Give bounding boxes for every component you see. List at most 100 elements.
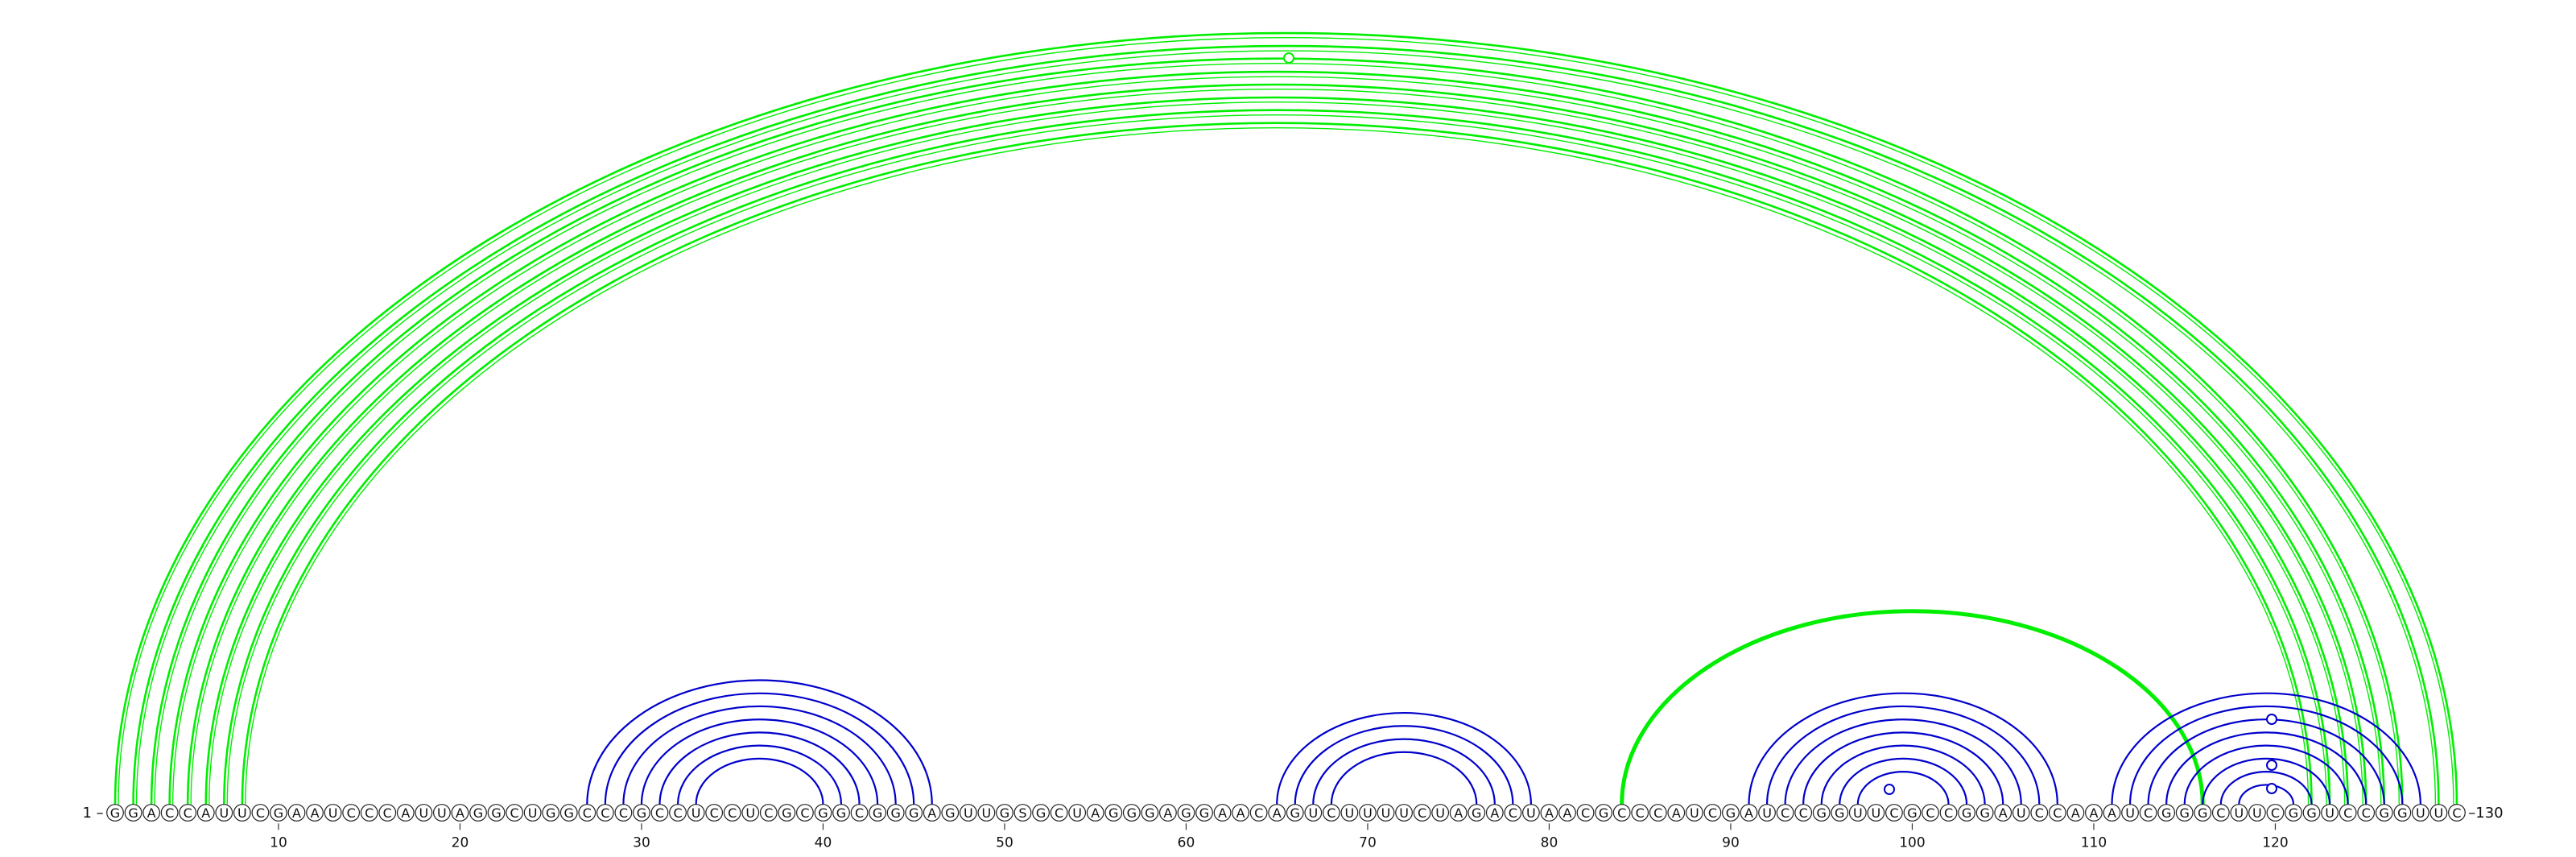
nucleotide-circle [2030,804,2049,822]
nucleotide-circle [778,804,796,822]
nucleotide-letter: A [2089,805,2098,821]
nucleotide-letter: A [1163,805,1172,821]
nucleotide-letter: G [473,805,483,821]
nucleotide-circle [1122,804,1141,822]
nucleotide-letter: C [1889,805,1898,821]
nucleotide: A [1540,804,1558,822]
arc-marker-3 [2266,714,2277,725]
nucleotide: A [1232,804,1249,822]
arc-helix-D-114-125 [2165,731,2368,805]
nucleotide-circle [832,804,850,822]
arc-helix-C-91-108 [1748,692,2058,805]
nucleotide: U [415,804,433,822]
nucleotide: C [2339,804,2357,822]
nucleotide-letter: C [1509,805,1517,821]
nucleotide: G [1468,804,1486,822]
arc-helix-C-93-106 [1784,718,2022,805]
nucleotide-circle [1395,804,1413,822]
nucleotide-letter: C [1418,805,1426,821]
nucleotide-letter: C [1799,805,1808,821]
nucleotide-letter: C [510,805,519,821]
nucleotide-letter: A [2071,805,2080,821]
nucleotide-letter: G [873,805,882,821]
nucleotide-letter: G [1816,805,1826,821]
nucleotide: C [360,804,378,822]
nucleotide-letter: A [1490,805,1499,821]
nucleotide-letter: C [383,805,392,821]
nucleotide-letter: A [1563,805,1572,821]
nucleotide-circle [1195,804,1213,822]
tick-label: 10 [270,834,287,851]
nucleotide-letter: C [2362,805,2371,821]
nucleotide-letter: C [855,805,864,821]
nucleotide-circle [1032,804,1050,822]
nucleotide: A [396,804,415,822]
arc-helix-B-66-78 [1294,725,1514,805]
nucleotide-circle [2248,804,2266,822]
arc-pseudoknot-long-8-122 [241,122,2313,805]
nucleotide-circle [1885,804,1903,822]
nucleotide: G [1975,804,1994,822]
nucleotide-letter: A [1091,805,1100,821]
nucleotide-letter: C [2271,805,2280,821]
nucleotide: A [1449,804,1468,822]
nucleotide-letter: G [1036,805,1046,821]
arc-helix-B-68-76 [1330,751,1478,805]
nucleotide-letter: A [1454,805,1463,821]
nucleotide-letter: C [2144,805,2153,821]
nucleotide-letter: U [2434,805,2444,821]
nucleotide: A [2066,804,2085,822]
nucleotide-circle [1975,804,1994,822]
nucleotide: G [1722,804,1740,822]
nucleotide: C [2266,804,2285,822]
arc-helix-D-112-127 [2128,705,2404,805]
nucleotide-letter: C [673,805,682,821]
nucleotide-letter: A [1672,805,1681,821]
arc-helix-D-111-128 [2111,692,2421,805]
nucleotide-letter: G [274,805,283,821]
nucleotide-letter: C [710,805,719,821]
nucleotide-letter: U [745,805,755,821]
nucleotide-letter: U [237,805,247,821]
nucleotide-circle [1994,804,2013,822]
nucleotide-circle [2012,804,2030,822]
nucleotide: U [2248,804,2266,822]
nucleotide-letter: U [219,805,229,821]
arc-pseudoknot-long-4-126 [168,70,2386,805]
nucleotide: C [378,804,397,822]
nucleotide-letter: G [909,805,919,821]
nucleotide-circle [378,804,397,822]
nucleotide: C [796,804,814,822]
nucleotide: A [1667,804,1686,822]
nucleotide-circle [1449,804,1468,822]
nucleotide-circle [905,804,923,822]
nucleotide-circle [2448,804,2466,822]
arc-pseudoknot-long-1-130-inner [118,36,2454,805]
nucleotide: G [124,804,142,822]
nucleotide-circle [179,804,197,822]
nucleotide-circle [1104,804,1123,822]
nucleotide-letter: A [292,805,301,821]
nucleotide-circle [1867,804,1885,822]
nucleotide-circle [451,804,469,822]
nucleotide: C [850,804,869,822]
nucleotide-circle [1722,804,1740,822]
nucleotide-circle [1304,804,1323,822]
nucleotide: C [1885,804,1903,822]
nucleotide-circle [106,804,124,822]
nucleotide-circle [2121,804,2139,822]
nucleotide: S [1013,804,1032,822]
nucleotide: A [287,804,306,822]
nucleotide-letter: U [1853,805,1863,821]
tick-label: 40 [815,834,832,851]
nucleotide-circle [270,804,287,822]
nucleotide-circle [1322,804,1340,822]
nucleotide: U [687,804,705,822]
nucleotide-letter: C [1781,805,1790,821]
nucleotide-letter: A [1744,805,1753,821]
nucleotide-letter: U [1381,805,1391,821]
nucleotide: U [1340,804,1359,822]
nucleotide: G [886,804,905,822]
arc-pseudoknot-long-1-130 [114,31,2458,805]
nucleotide-letter: C [583,805,592,821]
